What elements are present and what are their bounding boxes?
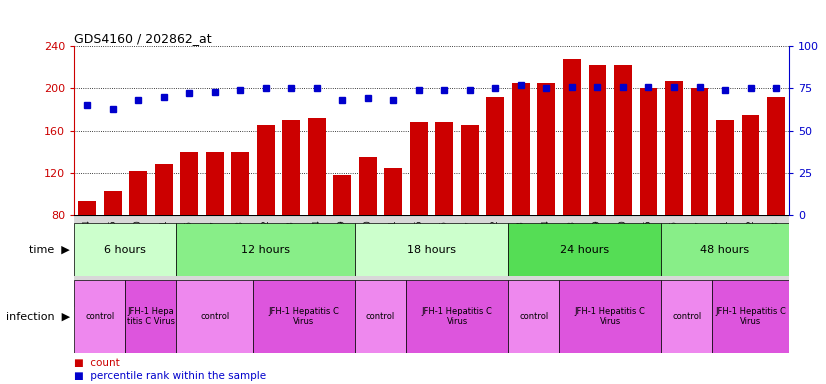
Text: GSM523806: GSM523806 xyxy=(439,220,449,270)
Bar xyxy=(177,280,253,353)
Bar xyxy=(487,97,505,215)
Text: JFH-1 Hepatitis C
Virus: JFH-1 Hepatitis C Virus xyxy=(421,307,492,326)
Bar xyxy=(177,223,355,276)
Text: GSM523801: GSM523801 xyxy=(159,220,169,270)
Bar xyxy=(384,167,402,215)
Text: GSM523815: GSM523815 xyxy=(108,220,117,270)
Bar xyxy=(461,125,479,215)
Bar xyxy=(334,175,351,215)
Text: GSM523825: GSM523825 xyxy=(644,220,653,270)
Bar xyxy=(129,170,147,215)
Bar xyxy=(614,65,632,215)
Bar xyxy=(538,83,555,215)
Bar xyxy=(767,97,785,215)
Bar xyxy=(206,152,224,215)
Text: time  ▶: time ▶ xyxy=(30,245,70,255)
Bar xyxy=(508,280,559,353)
Bar xyxy=(742,115,759,215)
Bar xyxy=(78,201,96,215)
Text: GSM523804: GSM523804 xyxy=(312,220,321,270)
Bar xyxy=(154,164,173,215)
Bar xyxy=(691,88,709,215)
Text: control: control xyxy=(672,312,701,321)
Bar xyxy=(74,223,177,276)
Text: 48 hours: 48 hours xyxy=(700,245,750,255)
Text: JFH-1 Hepatitis C
Virus: JFH-1 Hepatitis C Virus xyxy=(715,307,786,326)
Bar xyxy=(410,122,428,215)
Bar xyxy=(358,157,377,215)
Bar xyxy=(282,120,300,215)
Text: GSM523813: GSM523813 xyxy=(771,220,781,270)
Text: GSM523818: GSM523818 xyxy=(235,220,244,270)
Text: JFH-1 Hepatitis C
Virus: JFH-1 Hepatitis C Virus xyxy=(268,307,339,326)
Text: GSM523805: GSM523805 xyxy=(415,220,424,270)
Text: GSM523802: GSM523802 xyxy=(261,220,270,270)
Bar xyxy=(665,81,683,215)
Text: 6 hours: 6 hours xyxy=(104,245,146,255)
Text: GSM523824: GSM523824 xyxy=(542,220,551,270)
Text: control: control xyxy=(519,312,548,321)
Text: 24 hours: 24 hours xyxy=(560,245,610,255)
Bar xyxy=(126,280,177,353)
Text: GSM523827: GSM523827 xyxy=(695,220,704,270)
Text: GSM523821: GSM523821 xyxy=(389,220,398,270)
Text: JFH-1 Hepa
titis C Virus: JFH-1 Hepa titis C Virus xyxy=(127,307,175,326)
Text: GSM523803: GSM523803 xyxy=(287,220,296,270)
Text: control: control xyxy=(366,312,395,321)
Bar xyxy=(308,118,325,215)
Bar xyxy=(716,120,734,215)
Bar xyxy=(355,280,406,353)
Text: control: control xyxy=(200,312,230,321)
Text: GSM523807: GSM523807 xyxy=(465,220,474,270)
Text: GSM523811: GSM523811 xyxy=(720,220,729,270)
Text: infection  ▶: infection ▶ xyxy=(6,312,70,322)
Bar xyxy=(74,280,126,353)
Bar xyxy=(559,280,662,353)
Text: GSM523820: GSM523820 xyxy=(363,220,373,270)
Bar xyxy=(406,280,508,353)
Text: GSM523826: GSM523826 xyxy=(670,220,678,270)
Bar xyxy=(639,88,657,215)
Bar xyxy=(435,122,453,215)
Text: GSM523823: GSM523823 xyxy=(516,220,525,270)
Bar xyxy=(662,280,712,353)
Text: GSM523809: GSM523809 xyxy=(593,220,602,270)
Text: GSM523814: GSM523814 xyxy=(83,220,92,270)
Bar xyxy=(563,59,581,215)
Bar xyxy=(662,223,789,276)
Bar xyxy=(588,65,606,215)
Text: 12 hours: 12 hours xyxy=(241,245,290,255)
Bar xyxy=(512,83,529,215)
Bar xyxy=(253,280,355,353)
Text: GSM523808: GSM523808 xyxy=(567,220,577,270)
Bar xyxy=(231,152,249,215)
Bar xyxy=(712,280,789,353)
Text: ■  percentile rank within the sample: ■ percentile rank within the sample xyxy=(74,371,267,381)
Text: control: control xyxy=(85,312,115,321)
Text: GSM523819: GSM523819 xyxy=(338,220,347,270)
Text: 18 hours: 18 hours xyxy=(407,245,456,255)
Bar xyxy=(257,125,275,215)
Text: GSM523816: GSM523816 xyxy=(185,220,193,270)
Text: GSM523800: GSM523800 xyxy=(134,220,143,270)
Text: GSM523810: GSM523810 xyxy=(619,220,628,270)
Text: GSM523822: GSM523822 xyxy=(491,220,500,270)
Bar xyxy=(508,223,662,276)
Text: GSM523812: GSM523812 xyxy=(746,220,755,270)
Text: GDS4160 / 202862_at: GDS4160 / 202862_at xyxy=(74,32,212,45)
Text: GSM523817: GSM523817 xyxy=(210,220,219,270)
Text: JFH-1 Hepatitis C
Virus: JFH-1 Hepatitis C Virus xyxy=(575,307,646,326)
Bar xyxy=(355,223,508,276)
Bar xyxy=(104,191,121,215)
Bar xyxy=(180,152,198,215)
Text: ■  count: ■ count xyxy=(74,358,120,368)
